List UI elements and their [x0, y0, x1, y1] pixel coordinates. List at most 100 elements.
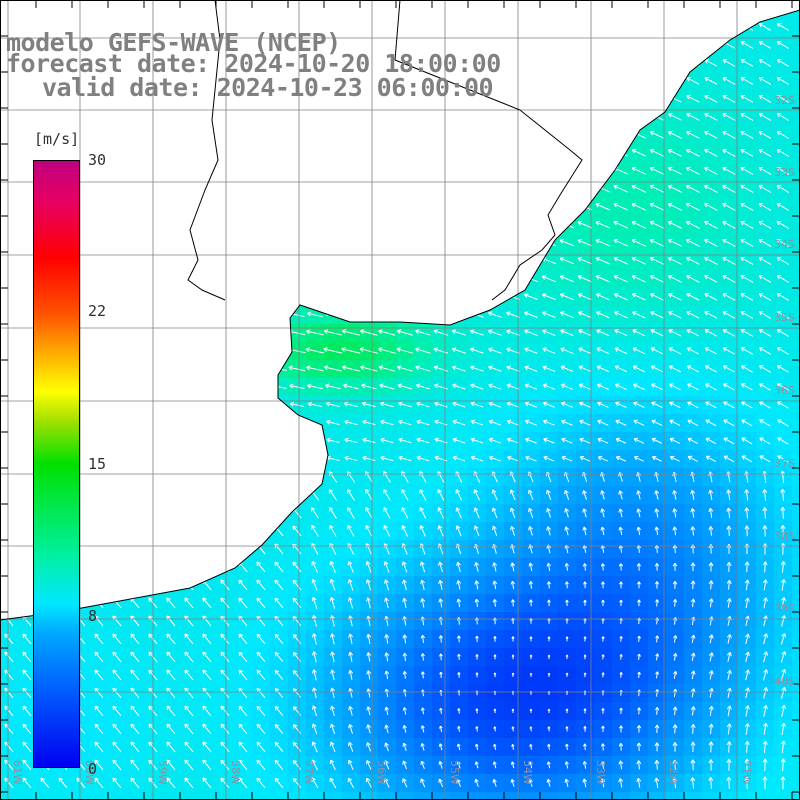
field-cell	[792, 630, 800, 649]
field-cell	[630, 792, 649, 800]
field-cell	[738, 594, 757, 613]
field-cell	[738, 738, 757, 757]
field-cell	[756, 702, 775, 721]
field-cell	[702, 666, 721, 685]
latitude-label: 40S	[774, 675, 795, 688]
field-cell	[666, 720, 685, 739]
field-cell	[540, 630, 559, 649]
field-cell	[252, 792, 271, 800]
field-cell	[630, 684, 649, 703]
field-cell	[792, 576, 800, 595]
field-cell	[576, 702, 595, 721]
field-cell	[522, 792, 541, 800]
field-cell	[738, 630, 757, 649]
field-cell	[774, 576, 793, 595]
field-cell	[126, 792, 145, 800]
field-cell	[666, 594, 685, 613]
field-cell	[108, 792, 127, 800]
field-cell	[792, 360, 800, 379]
field-cell	[594, 666, 613, 685]
field-cell	[792, 90, 800, 109]
field-cell	[540, 666, 559, 685]
field-cell	[792, 10, 800, 19]
field-cell	[594, 702, 613, 721]
field-cell	[756, 630, 775, 649]
field-cell	[612, 630, 631, 649]
latitude-label: 38S	[774, 530, 795, 543]
field-cell	[18, 792, 37, 800]
field-cell	[630, 666, 649, 685]
field-cell	[144, 792, 163, 800]
field-cell	[540, 684, 559, 703]
field-cell	[558, 684, 577, 703]
longitude-label: 58W	[229, 760, 242, 785]
field-cell	[756, 738, 775, 757]
field-cell	[576, 666, 595, 685]
colorbar-gradient	[34, 161, 79, 767]
field-cell	[756, 612, 775, 631]
field-cell	[342, 792, 361, 800]
field-cell	[630, 648, 649, 667]
field-cell	[774, 648, 793, 667]
field-cell	[792, 468, 800, 487]
field-cell	[612, 702, 631, 721]
colorbar-tick-0: 0	[88, 760, 98, 778]
field-cell	[756, 540, 775, 559]
longitude-label: 53W	[594, 760, 607, 785]
field-cell	[738, 792, 757, 800]
field-cell	[792, 252, 800, 271]
field-cell	[792, 72, 800, 91]
field-cell	[702, 558, 721, 577]
field-cell	[792, 702, 800, 721]
field-cell	[216, 792, 235, 800]
field-cell	[180, 792, 199, 800]
latitude-label: 36S	[774, 384, 795, 397]
field-cell	[594, 684, 613, 703]
latitude-label: 32S	[774, 94, 795, 107]
field-cell	[54, 792, 73, 800]
field-cell	[72, 792, 91, 800]
field-cell	[522, 666, 541, 685]
field-cell	[630, 702, 649, 721]
longitude-label: 57W	[302, 760, 315, 785]
field-cell	[612, 792, 631, 800]
field-cell	[558, 792, 577, 800]
field-cell	[288, 792, 307, 800]
field-cell	[198, 792, 217, 800]
field-cell	[738, 720, 757, 739]
field-cell	[792, 198, 800, 217]
field-cell	[738, 612, 757, 631]
field-cell	[702, 702, 721, 721]
latitude-label: 37S	[774, 457, 795, 470]
field-cell	[792, 18, 800, 37]
field-cell	[630, 612, 649, 631]
field-cell	[720, 792, 739, 800]
field-cell	[792, 36, 800, 55]
field-cell	[720, 558, 739, 577]
field-cell	[684, 702, 703, 721]
field-cell	[684, 720, 703, 739]
latitude-label: 34S	[774, 238, 795, 251]
field-cell	[0, 792, 19, 800]
field-cell	[306, 792, 325, 800]
field-cell	[792, 144, 800, 163]
field-cell	[378, 792, 397, 800]
latitude-label: 35S	[774, 311, 795, 324]
field-cell	[702, 648, 721, 667]
field-cell	[792, 270, 800, 289]
field-cell	[612, 684, 631, 703]
field-cell	[540, 792, 559, 800]
field-cell	[486, 792, 505, 800]
field-cell	[666, 684, 685, 703]
field-cell	[720, 648, 739, 667]
field-cell	[774, 720, 793, 739]
field-cell	[792, 126, 800, 145]
field-cell	[576, 612, 595, 631]
field-cell	[792, 288, 800, 307]
colorbar-unit: [m/s]	[34, 130, 80, 148]
field-cell	[792, 108, 800, 127]
field-cell	[720, 702, 739, 721]
field-cell	[576, 630, 595, 649]
longitude-label: 55W	[448, 760, 461, 785]
